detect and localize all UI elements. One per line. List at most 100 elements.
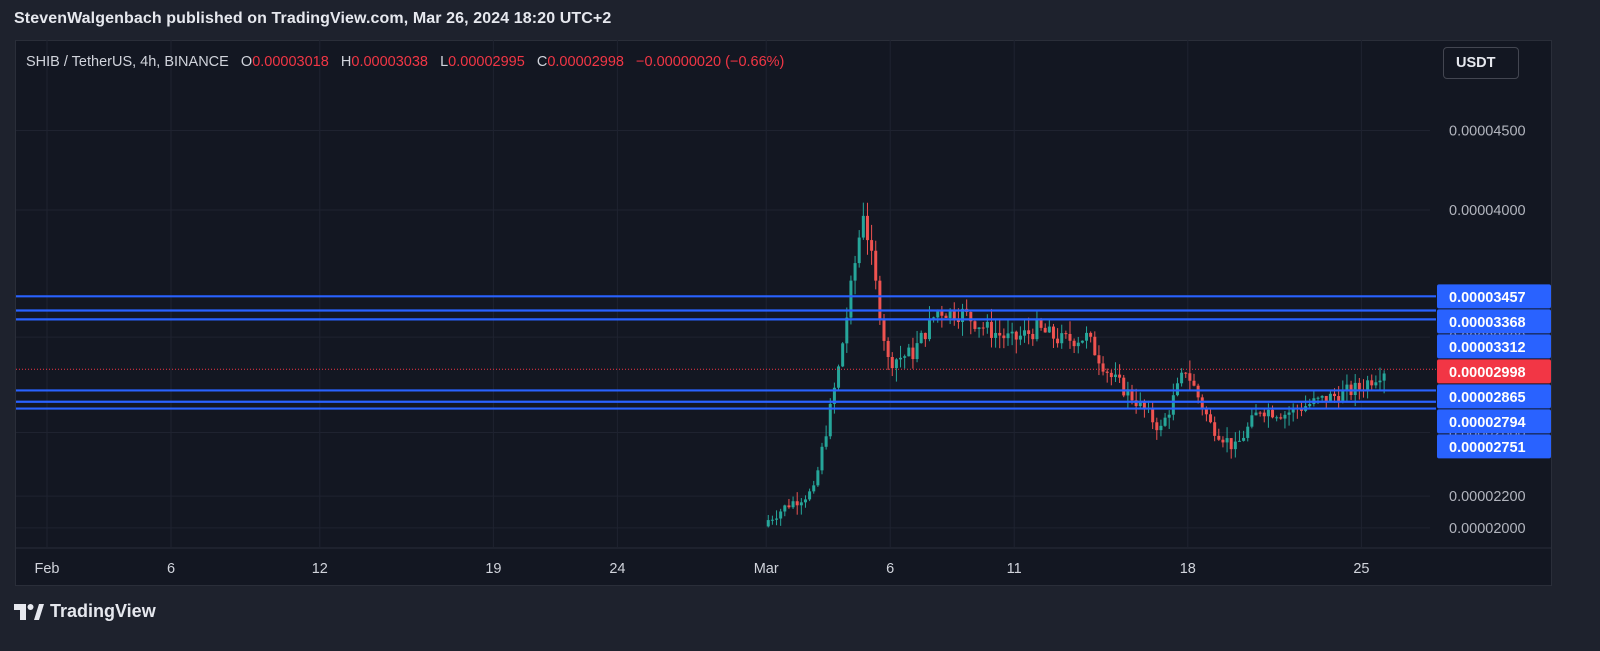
candle[interactable] [1060,324,1064,349]
candle[interactable] [981,322,985,336]
candle[interactable] [936,309,940,323]
candle[interactable] [1258,411,1262,417]
candle[interactable] [1242,430,1246,442]
candle[interactable] [1328,389,1332,403]
candle[interactable] [1113,362,1117,383]
candle[interactable] [998,319,1002,349]
candle[interactable] [989,308,993,348]
candle[interactable] [1031,328,1035,346]
candle[interactable] [1237,430,1241,442]
candle[interactable] [1196,383,1200,404]
candle[interactable] [1304,395,1308,413]
candle[interactable] [1275,415,1279,422]
candle[interactable] [1370,374,1374,391]
currency-button[interactable]: USDT [1443,47,1519,79]
candle[interactable] [791,496,795,509]
candle[interactable] [1345,374,1349,402]
candle[interactable] [820,442,824,475]
candle[interactable] [1064,330,1068,339]
candle[interactable] [1188,360,1192,392]
price-level-badge[interactable]: 0.00003457 [1437,284,1551,309]
candle[interactable] [1357,377,1361,400]
candle[interactable] [1151,401,1155,430]
price-level-badge[interactable]: 0.00002751 [1437,434,1551,459]
candle[interactable] [952,302,956,326]
footer-brand[interactable]: TradingView [14,601,156,622]
candle[interactable] [940,305,944,328]
candle[interactable] [770,515,774,525]
candle[interactable] [1175,377,1179,397]
candle[interactable] [1233,432,1237,458]
last-price-badge[interactable]: 0.00002998 [1437,359,1551,384]
candle[interactable] [1076,336,1080,354]
candle[interactable] [1271,405,1275,419]
candle[interactable] [1308,398,1312,409]
candle[interactable] [845,307,849,353]
candle[interactable] [841,342,845,368]
candle[interactable] [894,358,898,382]
candle[interactable] [816,466,820,487]
candle[interactable] [1101,356,1105,376]
candle[interactable] [1155,417,1159,440]
candle[interactable] [1109,369,1113,386]
price-level-badge[interactable]: 0.00003312 [1437,334,1551,359]
candle[interactable] [766,514,770,528]
candle[interactable] [915,330,919,363]
candle[interactable] [1361,379,1365,398]
candle[interactable] [965,299,969,316]
candle[interactable] [890,352,894,377]
candle[interactable] [803,495,807,508]
candle[interactable] [1122,374,1126,398]
candle[interactable] [1279,413,1283,420]
candle[interactable] [1213,416,1217,442]
candle[interactable] [923,332,927,347]
candle[interactable] [911,337,915,369]
candle[interactable] [857,230,861,268]
candle[interactable] [808,488,812,502]
candle[interactable] [870,224,874,265]
candle[interactable] [1027,317,1031,345]
candle[interactable] [1159,419,1163,437]
candle[interactable] [1089,331,1093,343]
candle[interactable] [861,202,865,240]
candle[interactable] [1184,372,1188,378]
candle[interactable] [1374,375,1378,389]
candle[interactable] [1262,409,1266,423]
candle[interactable] [1093,331,1097,356]
candle[interactable] [1002,328,1006,349]
price-level-badge[interactable]: 0.00002794 [1437,409,1551,434]
candle[interactable] [927,306,931,342]
candle[interactable] [812,480,816,494]
candle[interactable] [977,327,981,338]
candle[interactable] [907,343,911,357]
candle[interactable] [1068,321,1072,349]
candle[interactable] [1047,319,1051,333]
candle[interactable] [1023,319,1027,343]
candle[interactable] [1010,322,1014,346]
candle[interactable] [1018,326,1022,346]
candle[interactable] [1118,364,1122,383]
candle[interactable] [886,337,890,370]
candle[interactable] [837,364,841,391]
candle[interactable] [779,508,783,526]
candle[interactable] [1254,404,1258,416]
candle[interactable] [874,240,878,290]
candle[interactable] [985,314,989,334]
candle[interactable] [903,354,907,369]
candle[interactable] [1221,436,1225,448]
candle[interactable] [1295,404,1299,419]
price-level-badge[interactable]: 0.00002865 [1437,384,1551,409]
candle[interactable] [1200,394,1204,416]
candle[interactable] [1043,323,1047,333]
candle[interactable] [899,345,903,368]
candle[interactable] [1378,367,1382,391]
candle[interactable] [1105,368,1109,383]
candle[interactable] [1366,375,1370,399]
candle[interactable] [1126,381,1130,408]
candle[interactable] [944,313,948,319]
candle[interactable] [1192,373,1196,387]
candle[interactable] [973,320,977,332]
candle[interactable] [783,504,787,517]
candle[interactable] [994,319,998,348]
